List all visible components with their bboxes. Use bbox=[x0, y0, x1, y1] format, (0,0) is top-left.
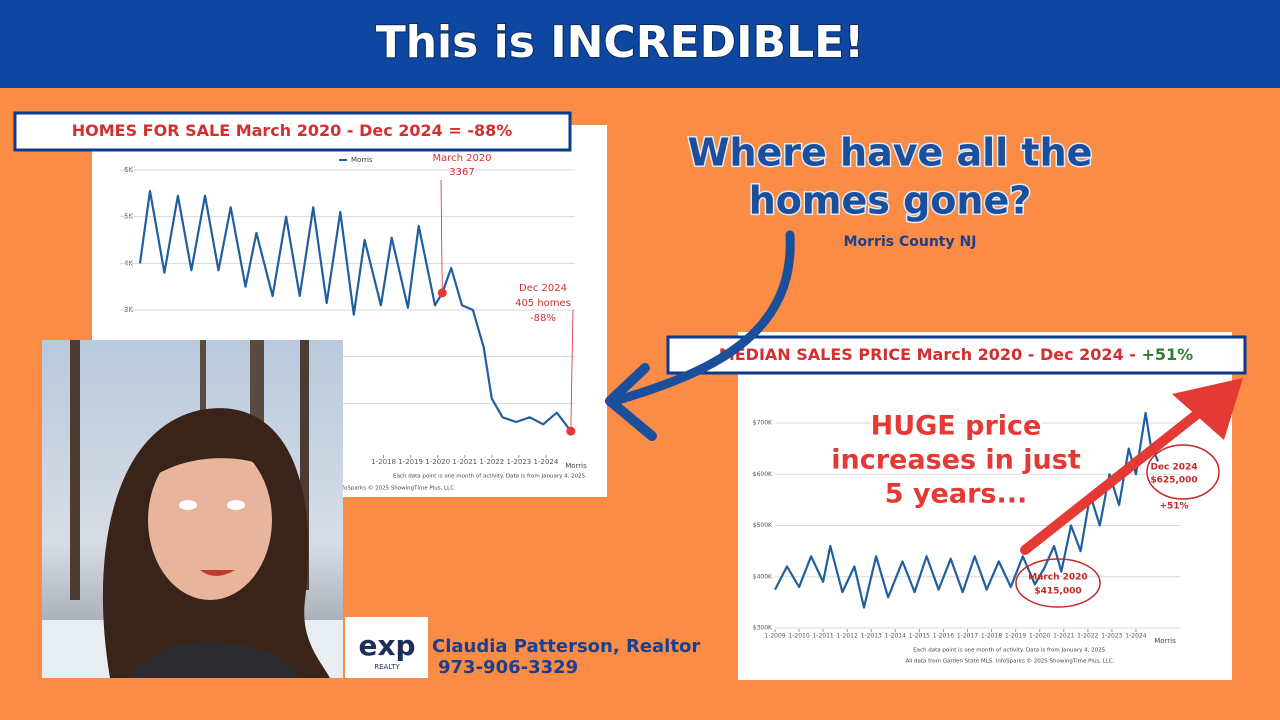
chart-title-text: HOMES FOR SALE March 2020 - Dec 2024 = -… bbox=[72, 121, 513, 140]
chart-title-text: MEDIAN SALES PRICE March 2020 - Dec 2024… bbox=[719, 345, 1142, 364]
header-bar bbox=[0, 0, 1280, 88]
annotation: increases in just bbox=[831, 445, 1081, 476]
annotation: HUGE price bbox=[871, 411, 1042, 442]
line-series bbox=[774, 411, 1160, 609]
location: Morris County NJ bbox=[844, 234, 977, 250]
question-line: Where have all the bbox=[688, 131, 1093, 175]
annotation: -88% bbox=[530, 313, 556, 324]
x-tick-label: 1-2012 bbox=[837, 633, 858, 640]
chart-note: Each data point is one month of activity… bbox=[913, 648, 1107, 654]
annotation: $415,000 bbox=[1034, 587, 1081, 597]
chart-title: MEDIAN SALES PRICE March 2020 - Dec 2024… bbox=[719, 345, 1193, 364]
title-box bbox=[13, 111, 572, 152]
chart-title: HOMES FOR SALE March 2020 - Dec 2024 = -… bbox=[72, 121, 513, 140]
annotation: $625,000 bbox=[1150, 476, 1197, 486]
chart-title-highlight: +51% bbox=[1141, 345, 1193, 364]
y-tick-label: $300K bbox=[753, 625, 773, 632]
x-tick-label: 1-2013 bbox=[861, 633, 882, 640]
x-tick-label: 1-2023 bbox=[1101, 633, 1122, 640]
agent-name: Claudia Patterson, Realtor bbox=[432, 636, 700, 657]
x-tick-label: 1-2019 bbox=[398, 458, 423, 466]
x-tick-label: 1-2015 bbox=[909, 633, 930, 640]
title-box bbox=[666, 335, 1247, 375]
x-tick-label: 1-2011 bbox=[812, 633, 833, 640]
x-tick-label: 1-2020 bbox=[425, 458, 450, 466]
leader-line bbox=[440, 179, 443, 293]
chart-frame bbox=[738, 332, 1232, 680]
annotation: Dec 2024 bbox=[519, 283, 567, 294]
x-tick-label: 1-2024 bbox=[1125, 633, 1146, 640]
question-line: homes gone? bbox=[749, 179, 1032, 223]
x-tick-label: 1-2023 bbox=[506, 458, 531, 466]
logo-sub: REALTY bbox=[374, 663, 400, 671]
chart-note: InfoSparks © 2025 ShowingTime Plus, LLC. bbox=[337, 485, 456, 492]
y-tick-label: $400K bbox=[753, 573, 773, 580]
annotation: 5 years... bbox=[885, 479, 1027, 510]
arrow-head bbox=[1172, 378, 1243, 440]
y-tick-label: $600K bbox=[753, 471, 773, 478]
y-tick-label: $500K bbox=[753, 522, 773, 529]
highlight-point bbox=[566, 426, 576, 436]
x-tick-label: 1-2016 bbox=[933, 633, 954, 640]
leader-line bbox=[570, 309, 574, 432]
agent-phone: 973-906-3329 bbox=[438, 657, 578, 678]
arrow-head bbox=[605, 363, 657, 441]
annotation: March 2020 bbox=[432, 153, 491, 164]
logo: exp bbox=[358, 629, 415, 662]
x-tick-label: 1-2021 bbox=[1053, 633, 1074, 640]
headline: This is INCREDIBLE! bbox=[376, 17, 865, 68]
annotation: 405 homes bbox=[515, 298, 571, 309]
annotation-ring bbox=[1015, 558, 1101, 608]
x-tick-label: 1-2017 bbox=[957, 633, 978, 640]
annotation: Dec 2024 bbox=[1150, 463, 1197, 473]
chart-note: All data from Garden State MLS. InfoSpar… bbox=[905, 658, 1114, 665]
arrow bbox=[1020, 395, 1220, 555]
x-tick-label: 1-2018 bbox=[371, 458, 396, 466]
x-tick-label: 1-2009 bbox=[764, 633, 785, 640]
highlight-point bbox=[437, 288, 447, 298]
x-tick-label: 1-2020 bbox=[1029, 633, 1050, 640]
annotation: +51% bbox=[1159, 502, 1188, 512]
series-label: Morris bbox=[1154, 637, 1176, 645]
chart-note: Each data point is one month of activity… bbox=[393, 474, 587, 480]
legend-label: Morris bbox=[351, 156, 373, 164]
line-series bbox=[138, 189, 572, 432]
photo bbox=[42, 340, 343, 678]
arrow bbox=[613, 230, 795, 405]
annotation: March 2020 bbox=[1028, 573, 1087, 583]
x-tick-label: 1-2022 bbox=[1077, 633, 1098, 640]
x-tick-label: 1-2010 bbox=[788, 633, 809, 640]
series-label: Morris bbox=[565, 462, 587, 470]
y-tick-label: $700K bbox=[753, 420, 773, 427]
x-tick-label: 1-2019 bbox=[1005, 633, 1026, 640]
annotation-ring bbox=[1146, 444, 1220, 500]
logo-box bbox=[345, 617, 428, 678]
x-tick-label: 1-2021 bbox=[452, 458, 477, 466]
annotation: 3367 bbox=[449, 167, 474, 178]
x-tick-label: 1-2022 bbox=[479, 458, 504, 466]
x-tick-label: 1-2024 bbox=[534, 458, 559, 466]
x-tick-label: 1-2018 bbox=[981, 633, 1002, 640]
x-tick-label: 1-2014 bbox=[885, 633, 906, 640]
